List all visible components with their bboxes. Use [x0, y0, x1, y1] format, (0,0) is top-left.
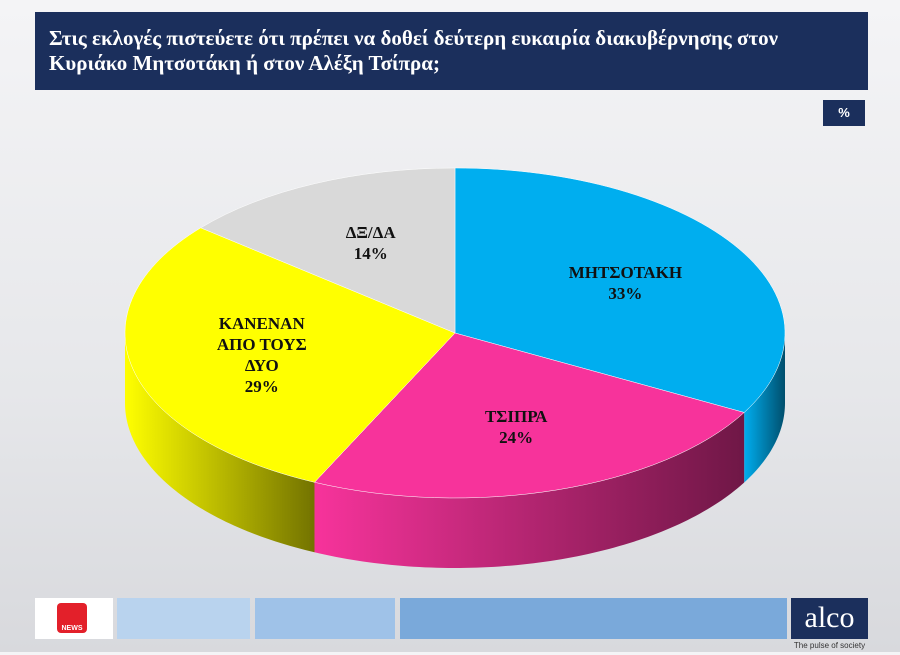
chart [124, 167, 786, 568]
value-label: 24% [499, 428, 534, 448]
chart-title: Στις εκλογές πιστεύετε ότι πρέπει να δοθ… [49, 26, 779, 75]
slice-side [744, 333, 785, 483]
slice-side [314, 412, 745, 568]
slice [314, 332, 745, 499]
news-logo: NEWS [57, 603, 87, 633]
news-logo-box: NEWS [35, 598, 113, 639]
slice-label: ΔΞ/ΔΑ 14% [311, 222, 431, 264]
value-label: 29% [244, 376, 279, 396]
footer-bar [255, 598, 395, 639]
slice [124, 227, 456, 483]
footer-bar [400, 598, 787, 639]
value-label: 14% [353, 244, 388, 264]
brand-tagline: The pulse of society [793, 641, 866, 650]
slice-label: ΤΣΙΠΡΑ 24% [456, 406, 576, 448]
slice-side [125, 333, 315, 553]
category-label: ΜΗΤΣΟΤΑΚΗ [568, 262, 683, 282]
category-label: ΔΞ/ΔΑ [345, 223, 396, 243]
slice-label: ΜΗΤΣΟΤΑΚΗ 33% [565, 262, 685, 304]
header: Στις εκλογές πιστεύετε ότι πρέπει να δοθ… [35, 12, 868, 90]
unit-label: % [823, 100, 865, 126]
slice [454, 167, 786, 413]
slice [200, 167, 456, 334]
category-label: ΤΣΙΠΡΑ [484, 407, 548, 427]
slice-label: ΚΑΝΕΝΑΝ ΑΠΟ ΤΟΥΣ ΔΥΟ 29% [202, 313, 322, 397]
category-label: ΚΑΝΕΝΑΝ ΑΠΟ ΤΟΥΣ ΔΥΟ [216, 313, 307, 375]
footer-bar [117, 598, 250, 639]
brand-logo: alco [791, 598, 868, 639]
value-label: 33% [608, 283, 643, 303]
